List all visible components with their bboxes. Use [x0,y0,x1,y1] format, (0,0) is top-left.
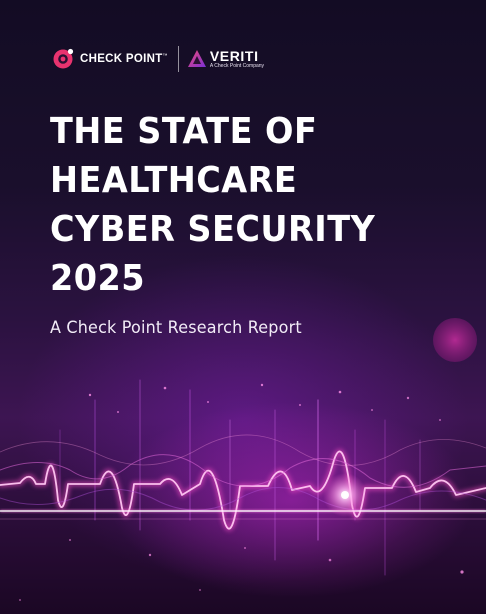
heartbeat-waveform [0,434,486,532]
vertical-light-streaks [59,379,421,576]
report-title: THE STATE OF HEALTHCARE CYBER SECURITY 2… [50,107,440,303]
title-line: 2025 [50,258,146,299]
veriti-wordmark: VERITI [209,47,259,64]
report-subtitle: A Check Point Research Report [50,318,302,338]
baseline-light-beam [0,509,486,520]
glow-orb [433,318,477,362]
title-line: THE STATE OF [50,111,318,152]
veriti-tagline: A Check Point Company [209,62,265,69]
title-line: HEALTHCARE [50,160,298,201]
veriti-triangle-icon [187,50,206,67]
veriti-logo: VERITI A Check Point Company [187,49,264,70]
brand-logos: CHECK POINT™ VERITI A Check Point Compan… [52,44,264,74]
check-point-wordmark: CHECK POINT™ [80,53,168,65]
title-line: CYBER SECURITY [50,209,376,250]
logo-divider [177,46,179,72]
particle-dots [19,383,464,601]
check-point-logo-icon [53,48,74,69]
